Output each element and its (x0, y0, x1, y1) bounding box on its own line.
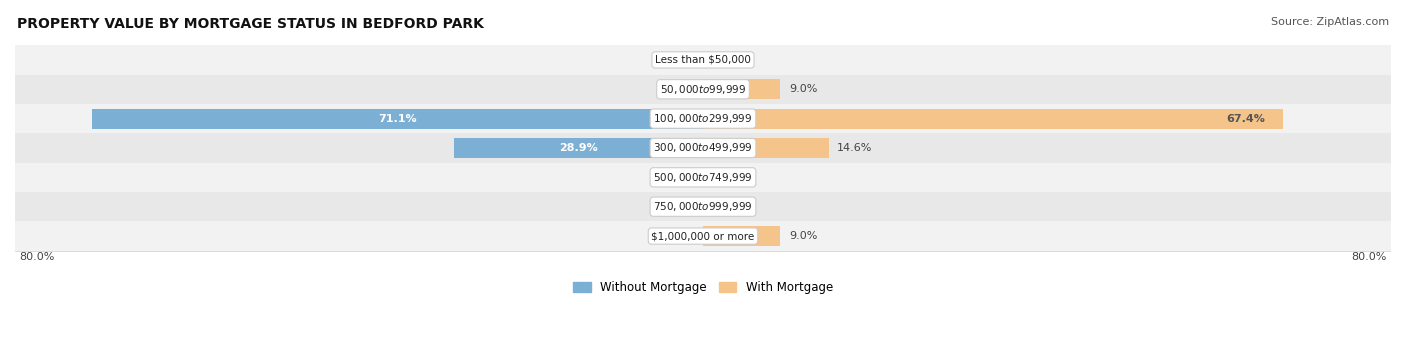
Bar (15, 192, 1391, 221)
Text: 9.0%: 9.0% (789, 231, 817, 241)
Text: $1,000,000 or more: $1,000,000 or more (651, 231, 755, 241)
Text: $300,000 to $499,999: $300,000 to $499,999 (654, 142, 752, 154)
Bar (15, 45, 1391, 75)
Bar (703, 79, 780, 99)
Text: PROPERTY VALUE BY MORTGAGE STATUS IN BEDFORD PARK: PROPERTY VALUE BY MORTGAGE STATUS IN BED… (17, 17, 484, 31)
Bar (15, 104, 1391, 133)
Bar (454, 138, 703, 158)
Text: 0.0%: 0.0% (711, 202, 740, 212)
Bar (15, 133, 1391, 163)
Text: 14.6%: 14.6% (837, 143, 873, 153)
Text: $50,000 to $99,999: $50,000 to $99,999 (659, 83, 747, 96)
Bar (15, 221, 1391, 251)
Text: 0.0%: 0.0% (666, 55, 695, 65)
Text: 0.0%: 0.0% (666, 231, 695, 241)
Text: Source: ZipAtlas.com: Source: ZipAtlas.com (1271, 17, 1389, 27)
Text: 0.0%: 0.0% (711, 55, 740, 65)
Text: 80.0%: 80.0% (1351, 252, 1386, 262)
Bar (703, 138, 828, 158)
Bar (15, 163, 1391, 192)
Text: 28.9%: 28.9% (560, 143, 598, 153)
Text: 80.0%: 80.0% (20, 252, 55, 262)
Text: 71.1%: 71.1% (378, 114, 416, 124)
Text: 9.0%: 9.0% (789, 84, 817, 94)
Text: 0.0%: 0.0% (666, 172, 695, 182)
Bar (91, 109, 703, 129)
Text: Less than $50,000: Less than $50,000 (655, 55, 751, 65)
Text: 0.0%: 0.0% (666, 202, 695, 212)
Text: 0.0%: 0.0% (666, 84, 695, 94)
Text: 0.0%: 0.0% (711, 172, 740, 182)
Text: 67.4%: 67.4% (1226, 114, 1265, 124)
Bar (703, 109, 1282, 129)
Legend: Without Mortgage, With Mortgage: Without Mortgage, With Mortgage (574, 281, 832, 294)
Text: $750,000 to $999,999: $750,000 to $999,999 (654, 200, 752, 213)
Text: $500,000 to $749,999: $500,000 to $749,999 (654, 171, 752, 184)
Text: $100,000 to $299,999: $100,000 to $299,999 (654, 112, 752, 125)
Bar (703, 226, 780, 246)
Bar (15, 75, 1391, 104)
